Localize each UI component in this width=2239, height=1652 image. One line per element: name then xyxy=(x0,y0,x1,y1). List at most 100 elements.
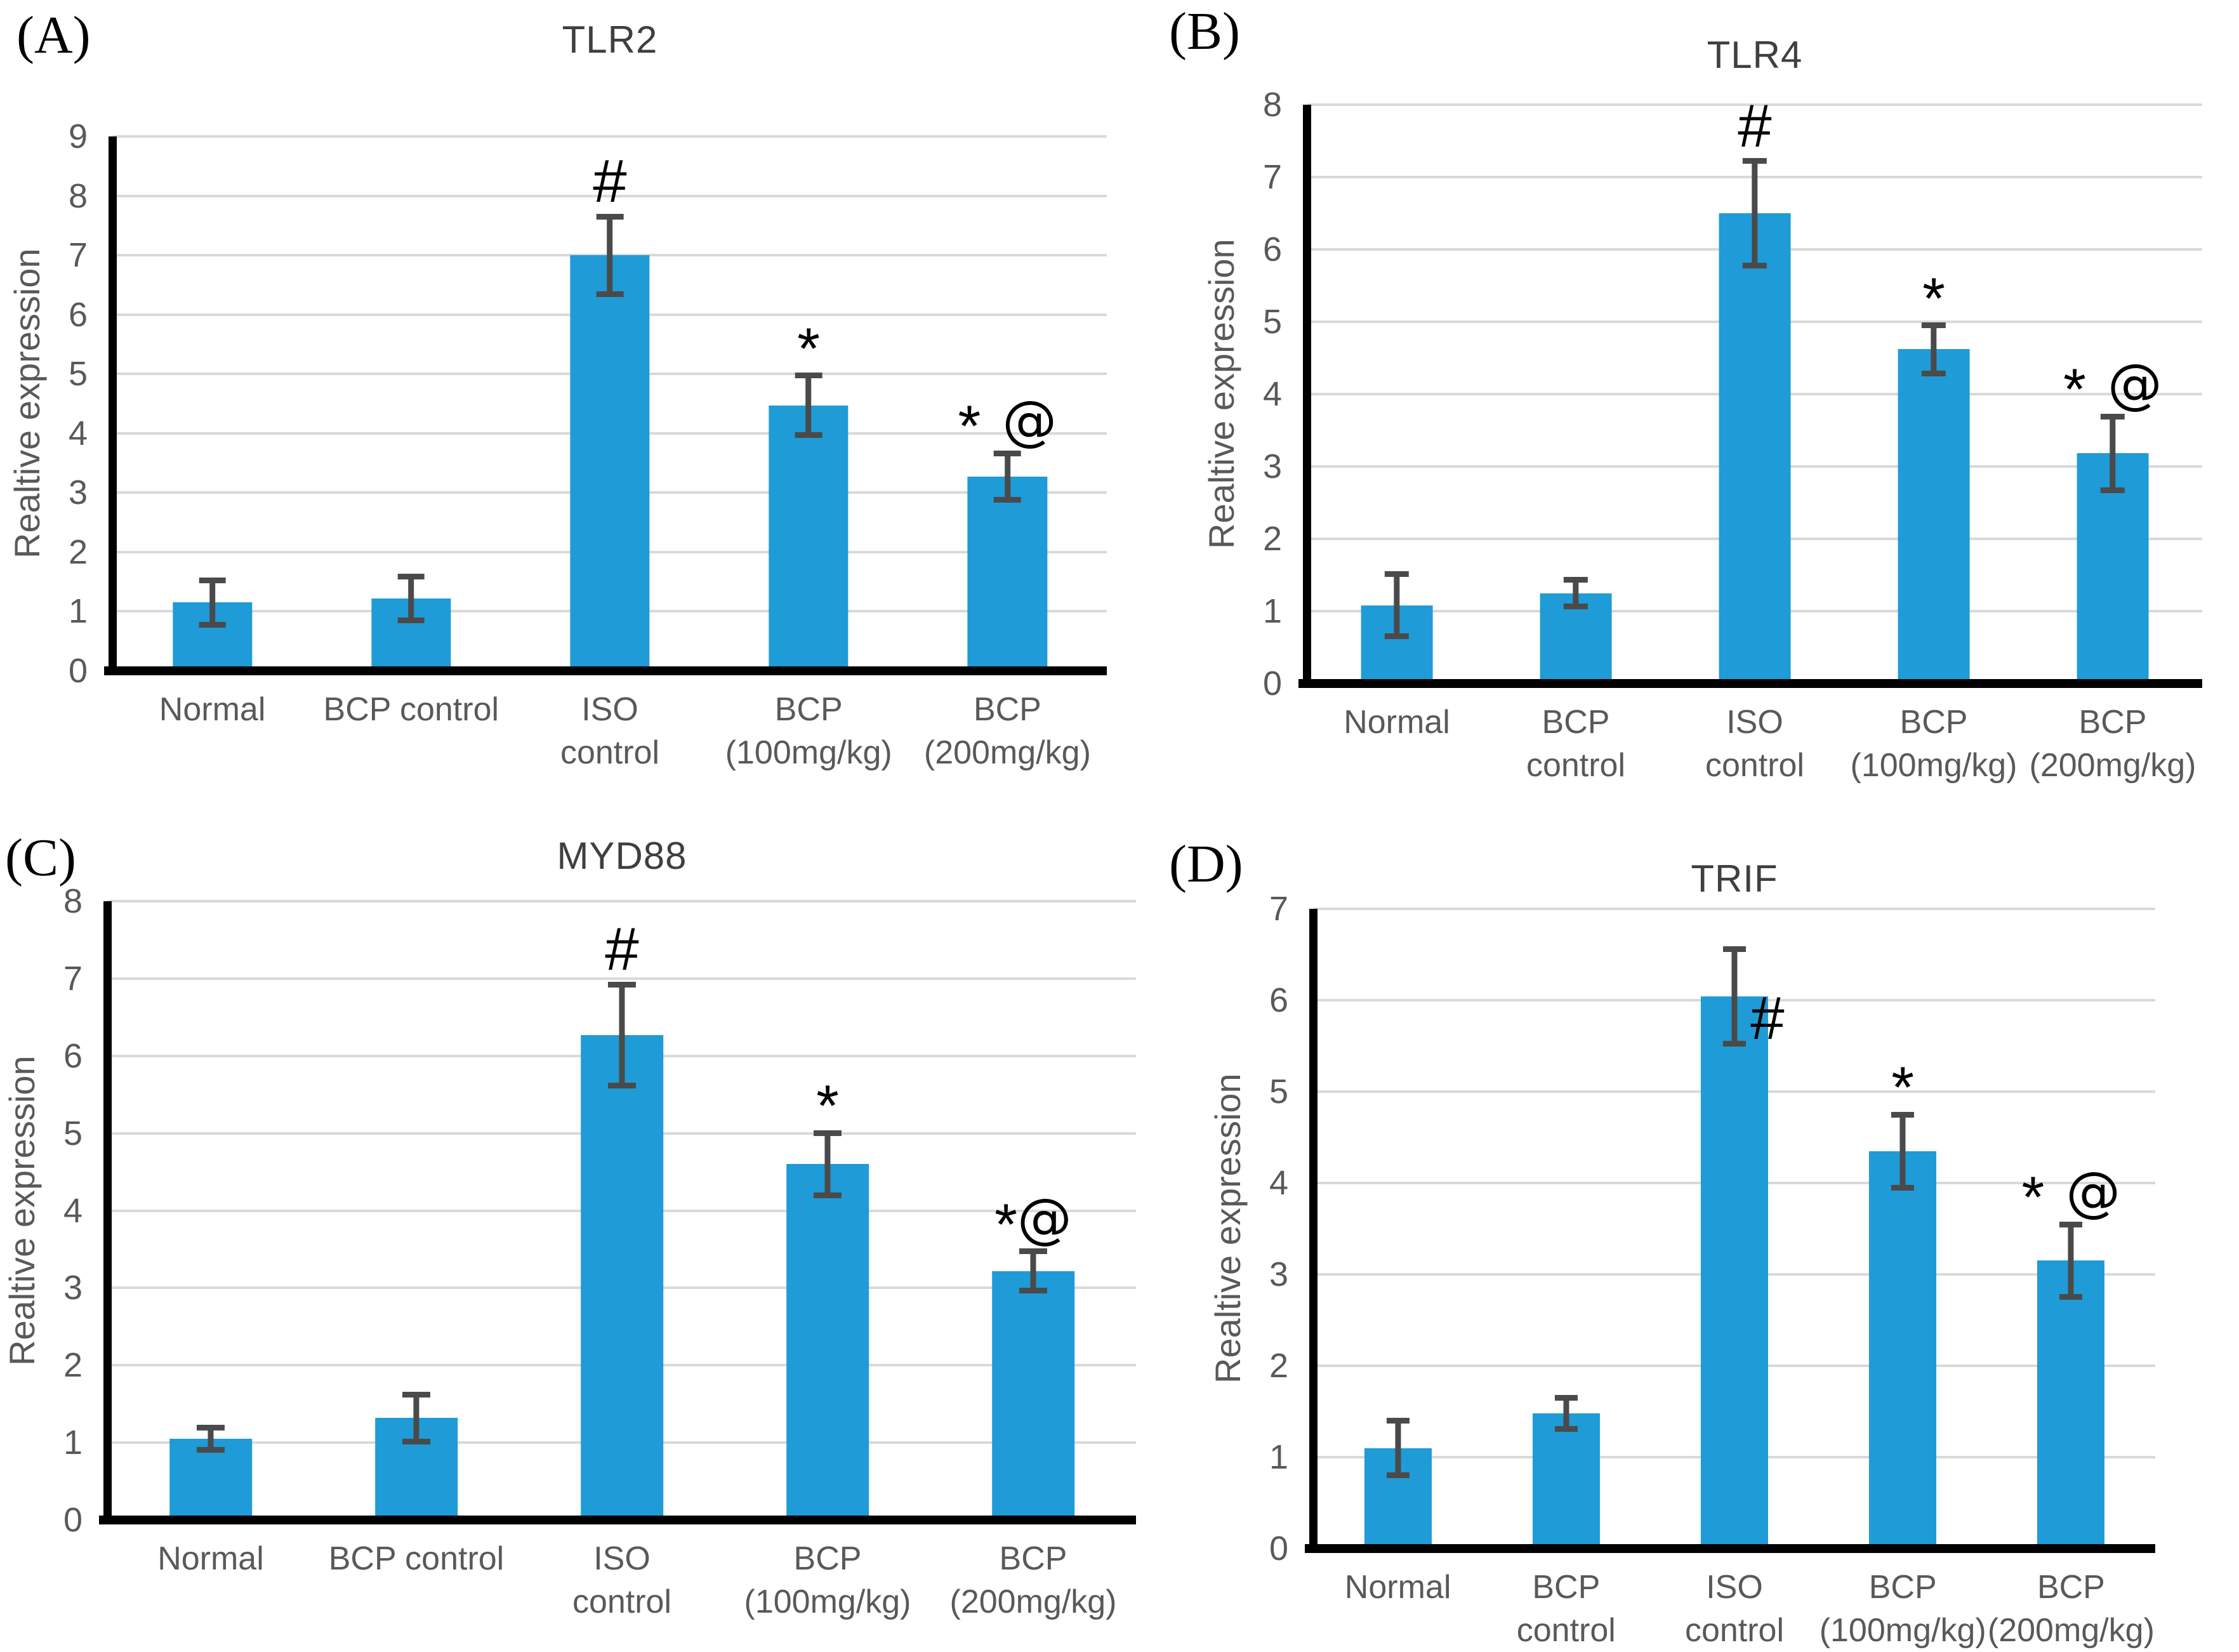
bar-slot xyxy=(1486,105,1665,684)
y-tick-label: 0 xyxy=(68,652,88,690)
bar-slot: # xyxy=(1665,95,1844,684)
panel-letter-c: (C) xyxy=(5,828,76,887)
significance-annotation: # xyxy=(1738,95,1771,156)
y-tick-label: 9 xyxy=(68,117,88,155)
x-axis-line xyxy=(99,1516,1136,1524)
error-bar xyxy=(1722,946,1747,1047)
y-tick-label: 4 xyxy=(63,1191,83,1230)
error-bar-line xyxy=(1573,577,1579,609)
error-bar-line xyxy=(1395,1418,1401,1479)
bar-slot xyxy=(108,901,314,1520)
asterisk-marker: * xyxy=(994,1192,1017,1257)
chart-title: TLR4 xyxy=(1707,34,1803,76)
x-tick-label: BCP control xyxy=(1526,704,1626,784)
x-tick-label: BCP control xyxy=(1516,1569,1616,1649)
bar-slot: * @ xyxy=(908,136,1107,671)
error-bar xyxy=(196,1425,225,1453)
plot-area: # * * @ xyxy=(1305,908,2155,1553)
x-axis-line xyxy=(1298,679,2202,688)
y-axis-ticks: 0 1 2 3 4 5 6 7 xyxy=(1206,892,1288,1566)
chart-title: TRIF xyxy=(1691,857,1778,900)
error-bar-cap-top xyxy=(196,1425,225,1431)
x-tick-label: BCP control xyxy=(323,691,499,728)
error-bar xyxy=(397,573,425,624)
error-bar-line xyxy=(1004,450,1010,503)
error-bar-cap-bottom xyxy=(1386,1472,1410,1479)
y-tick-label: 1 xyxy=(1262,592,1282,630)
y-tick-label: 4 xyxy=(68,414,88,453)
error-bar xyxy=(2100,413,2125,494)
bar xyxy=(1700,996,1769,1549)
bar-slot: * @ xyxy=(930,901,1136,1520)
error-bar-cap-bottom xyxy=(1563,603,1588,609)
bar-slot xyxy=(1482,909,1650,1549)
bar xyxy=(570,255,650,671)
at-marker: @ xyxy=(2066,1160,2121,1224)
hash-marker: # xyxy=(593,147,627,215)
panel-letter-d: (D) xyxy=(1169,835,1243,894)
error-bar-line xyxy=(1931,322,1937,376)
bar xyxy=(786,1164,869,1520)
asterisk-marker: * xyxy=(1891,1055,1915,1121)
x-tick-label: BCP (200mg/kg) xyxy=(2029,704,2196,784)
error-bar-cap-top xyxy=(1563,577,1588,583)
y-axis-line xyxy=(109,136,117,675)
error-bar-cap-bottom xyxy=(813,1193,842,1198)
error-bar xyxy=(2059,1221,2083,1300)
y-tick-label: 7 xyxy=(1269,890,1288,928)
significance-annotation: # xyxy=(593,147,627,215)
panel-letter-b: (B) xyxy=(1169,2,1240,61)
x-tick-label: Normal xyxy=(1344,1569,1451,1606)
y-tick-label: 7 xyxy=(63,959,83,998)
x-axis-line xyxy=(104,666,1107,675)
significance-annotation: * xyxy=(797,319,820,378)
asterisk-marker: * xyxy=(1922,266,1945,331)
significance-annotation: * @ xyxy=(958,389,1057,456)
bar-slot: * xyxy=(1819,909,1987,1549)
at-marker: @ xyxy=(1002,389,1057,453)
y-tick-label: 0 xyxy=(1262,664,1282,703)
error-bar-cap-bottom xyxy=(2100,487,2125,494)
x-axis-labels: Normal BCP control ISO control BCP (100mg/k… xyxy=(1307,701,2202,787)
y-tick-label: 6 xyxy=(1269,981,1288,1019)
y-axis-ticks: 0 1 2 3 4 5 6 7 8 xyxy=(0,884,83,1537)
significance-annotation: * xyxy=(816,1076,839,1135)
x-tick-label: ISO control xyxy=(1684,1569,1785,1649)
error-bar-cap-bottom xyxy=(402,1438,431,1444)
error-bar-line xyxy=(1899,1111,1906,1191)
error-bar-cap-top xyxy=(795,373,822,379)
error-bar-line xyxy=(208,1425,214,1453)
error-bar-cap-bottom xyxy=(1891,1184,1915,1191)
bar-slot xyxy=(113,136,312,671)
hash-marker: # xyxy=(1750,984,1785,1053)
x-tick-label: BCP (200mg/kg) xyxy=(923,691,1091,771)
bar xyxy=(581,1034,663,1520)
error-bar-cap-top xyxy=(813,1130,842,1136)
error-bar-line xyxy=(824,1130,831,1198)
y-axis-ticks: 0 1 2 3 4 5 6 7 8 xyxy=(1199,88,1282,701)
significance-annotation: * xyxy=(1891,1057,1914,1116)
x-tick-label: BCP (200mg/kg) xyxy=(949,1540,1117,1620)
y-tick-label: 0 xyxy=(1269,1530,1288,1568)
asterisk-marker: * xyxy=(797,316,821,381)
y-tick-label: 2 xyxy=(68,532,88,571)
error-bar xyxy=(1563,577,1588,609)
bar-slot: * xyxy=(1844,105,2023,684)
error-bar-cap-bottom xyxy=(1722,1041,1747,1047)
error-bar-line xyxy=(1731,946,1738,1047)
y-tick-label: 2 xyxy=(1262,520,1282,558)
y-axis-ticks: 0 1 2 3 4 5 6 7 8 9 xyxy=(5,119,88,688)
x-tick-label: BCP (200mg/kg) xyxy=(1987,1569,2155,1649)
asterisk-marker: * xyxy=(958,394,981,459)
y-tick-label: 8 xyxy=(68,176,88,215)
error-bar-line xyxy=(209,578,216,628)
y-tick-label: 2 xyxy=(1269,1347,1288,1385)
error-bar-cap-top xyxy=(1921,322,1946,329)
error-bar-line xyxy=(1563,1395,1569,1432)
